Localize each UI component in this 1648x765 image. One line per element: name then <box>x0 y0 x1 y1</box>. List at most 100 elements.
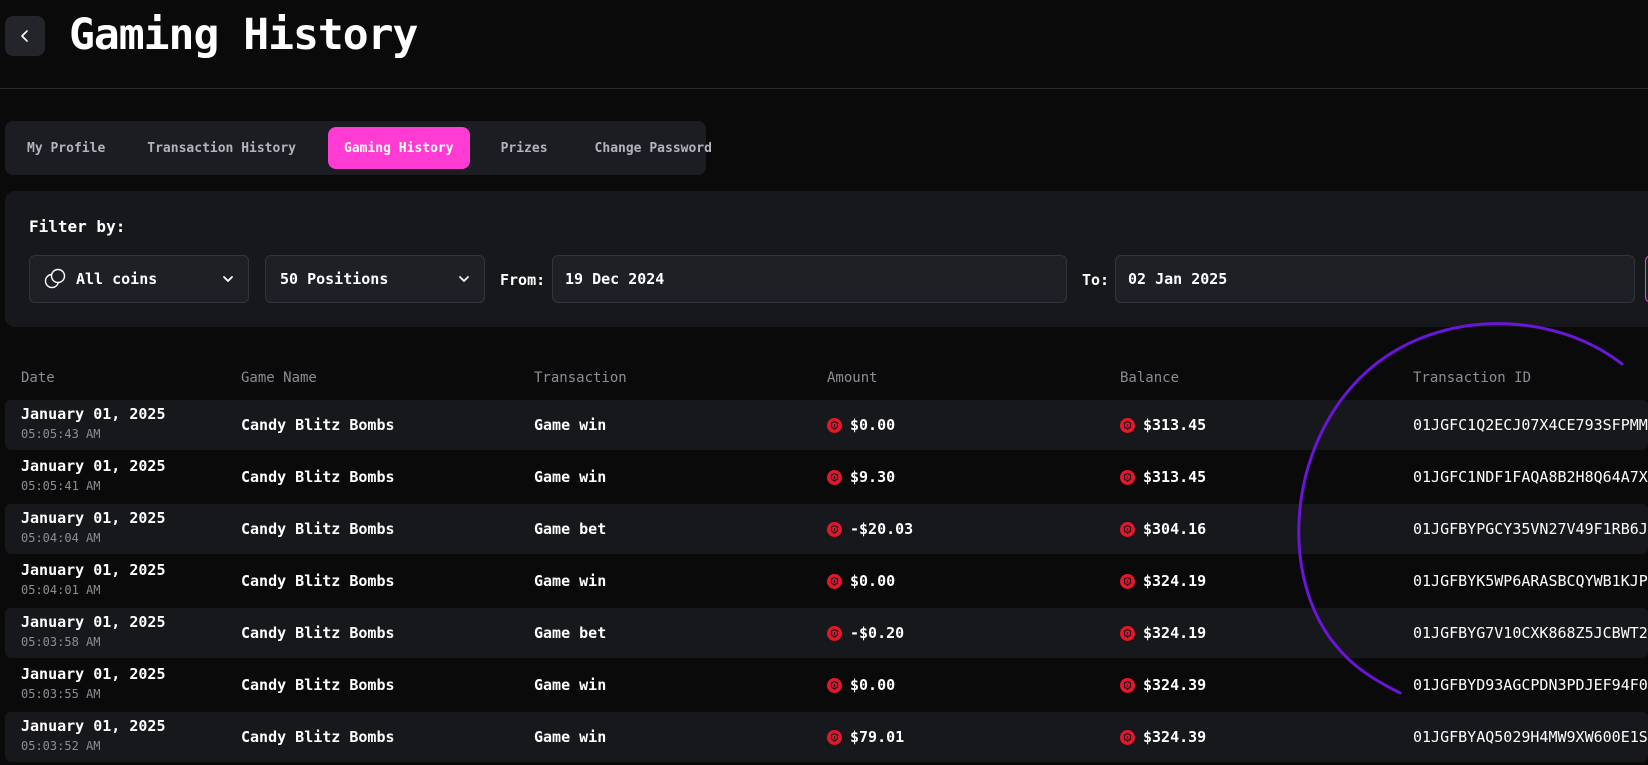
row-amount-value: -$20.03 <box>850 520 914 538</box>
row-balance-value: $324.39 <box>1143 676 1207 694</box>
row-balance: $324.39 <box>1120 676 1206 694</box>
table-header: Date Game Name Transaction Amount Balanc… <box>0 360 1648 400</box>
row-balance-value: $324.39 <box>1143 728 1207 746</box>
row-amount-value: -$0.20 <box>850 624 905 642</box>
row-amount-value: $0.00 <box>850 676 896 694</box>
row-transaction: Game win <box>534 676 607 694</box>
currency-coin-icon <box>827 729 842 745</box>
row-transaction: Game win <box>534 416 607 434</box>
table-row[interactable]: January 01, 2025 05:03:55 AM Candy Blitz B… <box>5 660 1648 710</box>
row-balance: $324.19 <box>1120 624 1206 642</box>
row-date: January 01, 2025 <box>21 457 166 475</box>
to-label: To: <box>1082 271 1110 289</box>
row-transaction-id: 01JGFBYAQ5029H4MW9XW600E1S <box>1413 728 1648 746</box>
table-row[interactable]: January 01, 2025 05:03:58 AM Candy Blitz B… <box>5 608 1648 658</box>
currency-coin-icon <box>827 625 842 641</box>
row-time: 05:03:55 AM <box>21 687 101 701</box>
chevron-down-icon <box>458 273 470 285</box>
back-button[interactable] <box>5 16 45 56</box>
row-amount: -$20.03 <box>827 520 913 538</box>
row-game-name: Candy Blitz Bombs <box>241 468 395 486</box>
positions-select-value: 50 Positions <box>280 270 389 288</box>
table-row[interactable]: January 01, 2025 05:04:01 AM Candy Blitz B… <box>5 556 1648 606</box>
currency-coin-icon <box>1120 573 1135 589</box>
row-game-name: Candy Blitz Bombs <box>241 624 395 642</box>
tab-gaming-history[interactable]: Gaming History <box>328 127 470 169</box>
row-transaction-id: 01JGFC1Q2ECJ07X4CE793SFPMM <box>1413 416 1648 434</box>
row-amount: $9.30 <box>827 468 895 486</box>
row-transaction-id: 01JGFBYG7V10CXK868Z5JCBWT2 <box>1413 624 1648 642</box>
currency-coin-icon <box>1120 729 1135 745</box>
from-label: From: <box>500 271 546 289</box>
column-amount: Amount <box>827 370 878 386</box>
coins-select[interactable]: All coins <box>29 255 249 303</box>
column-date: Date <box>21 370 55 386</box>
column-transaction-id: Transaction ID <box>1413 370 1532 386</box>
row-time: 05:04:01 AM <box>21 583 101 597</box>
row-balance-value: $313.45 <box>1143 468 1207 486</box>
row-amount-value: $0.00 <box>850 416 896 434</box>
row-balance-value: $313.45 <box>1143 416 1207 434</box>
filter-panel: Filter by: All coins 50 Positions From: … <box>5 191 1648 327</box>
currency-coin-icon <box>827 417 842 433</box>
currency-coin-icon <box>1120 677 1135 693</box>
to-date-input[interactable]: 02 Jan 2025 <box>1115 255 1635 303</box>
coins-select-value: All coins <box>76 270 158 288</box>
currency-coin-icon <box>1120 625 1135 641</box>
row-date: January 01, 2025 <box>21 717 166 735</box>
row-time: 05:05:43 AM <box>21 427 101 441</box>
row-amount: $0.00 <box>827 676 895 694</box>
table-row[interactable]: January 01, 2025 05:03:52 AM Candy Blitz B… <box>5 712 1648 762</box>
row-date: January 01, 2025 <box>21 405 166 423</box>
table-row[interactable]: January 01, 2025 05:04:04 AM Candy Blitz B… <box>5 504 1648 554</box>
row-balance: $324.39 <box>1120 728 1206 746</box>
tab-change-password[interactable]: Change Password <box>594 140 712 156</box>
coins-icon <box>44 268 66 289</box>
tab-transaction-history[interactable]: Transaction History <box>147 140 296 156</box>
page-header: Gaming History <box>0 0 1648 89</box>
table-row[interactable]: January 01, 2025 05:05:41 AM Candy Blitz B… <box>5 452 1648 502</box>
row-amount: $0.00 <box>827 416 895 434</box>
row-transaction: Game win <box>534 572 607 590</box>
tab-my-profile[interactable]: My Profile <box>27 140 106 156</box>
currency-coin-icon <box>1120 521 1135 537</box>
row-game-name: Candy Blitz Bombs <box>241 676 395 694</box>
row-game-name: Candy Blitz Bombs <box>241 416 395 434</box>
column-transaction: Transaction <box>534 370 627 386</box>
row-game-name: Candy Blitz Bombs <box>241 520 395 538</box>
row-transaction: Game win <box>534 728 607 746</box>
row-date: January 01, 2025 <box>21 613 166 631</box>
row-date: January 01, 2025 <box>21 665 166 683</box>
row-time: 05:05:41 AM <box>21 479 101 493</box>
currency-coin-icon <box>827 677 842 693</box>
currency-coin-icon <box>1120 417 1135 433</box>
from-date-input[interactable]: 19 Dec 2024 <box>552 255 1067 303</box>
currency-coin-icon <box>827 521 842 537</box>
row-time: 05:03:58 AM <box>21 635 101 649</box>
row-amount-value: $0.00 <box>850 572 896 590</box>
row-time: 05:04:04 AM <box>21 531 101 545</box>
row-transaction: Game bet <box>534 520 607 538</box>
row-transaction-id: 01JGFBYK5WP6ARASBCQYWB1KJP <box>1413 572 1648 590</box>
row-balance: $313.45 <box>1120 416 1206 434</box>
row-balance-value: $304.16 <box>1143 520 1207 538</box>
row-transaction: Game win <box>534 468 607 486</box>
row-date: January 01, 2025 <box>21 509 166 527</box>
table-row[interactable]: January 01, 2025 05:05:43 AM Candy Blitz B… <box>5 400 1648 450</box>
row-amount: $79.01 <box>827 728 904 746</box>
profile-tabs: My Profile Transaction History Gaming Hi… <box>5 121 712 175</box>
tab-prizes[interactable]: Prizes <box>500 140 548 156</box>
currency-coin-icon <box>827 469 842 485</box>
row-amount: -$0.20 <box>827 624 904 642</box>
row-balance: $304.16 <box>1120 520 1206 538</box>
row-balance: $313.45 <box>1120 468 1206 486</box>
chevron-left-icon <box>21 30 28 42</box>
column-game-name: Game Name <box>241 370 317 386</box>
row-transaction: Game bet <box>534 624 607 642</box>
positions-select[interactable]: 50 Positions <box>265 255 485 303</box>
row-amount: $0.00 <box>827 572 895 590</box>
row-game-name: Candy Blitz Bombs <box>241 572 395 590</box>
column-balance: Balance <box>1120 370 1180 386</box>
row-time: 05:03:52 AM <box>21 739 101 753</box>
row-amount-value: $9.30 <box>850 468 896 486</box>
